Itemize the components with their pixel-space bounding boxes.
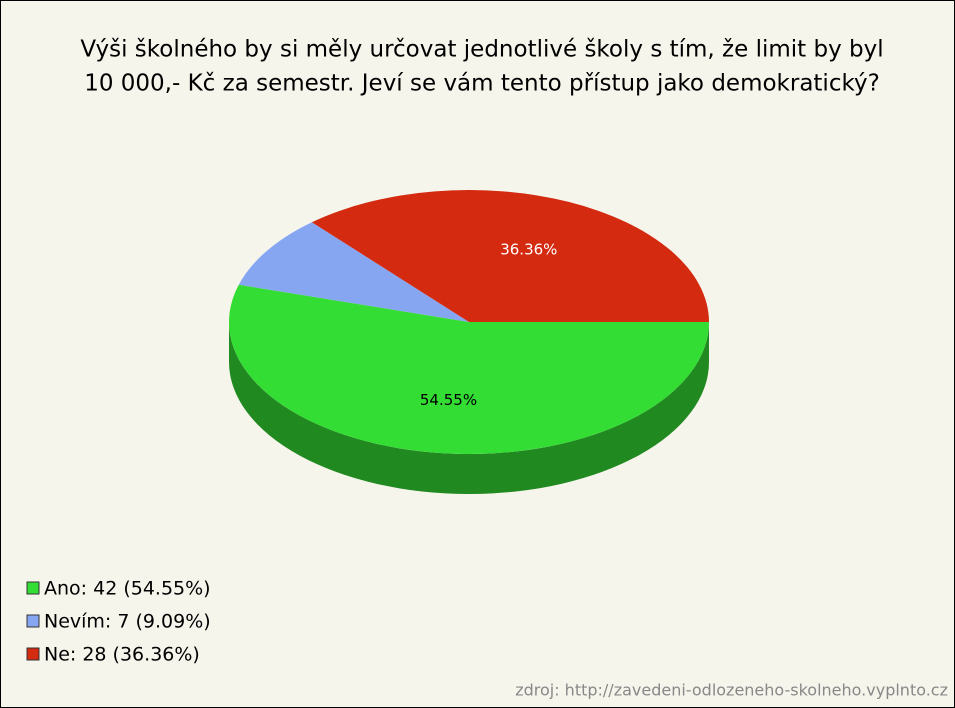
legend-swatch: [26, 614, 40, 628]
legend-swatch: [26, 581, 40, 595]
chart-title: 10 000,- Kč za semestr. Jeví se vám tent…: [84, 71, 880, 97]
chart-title: Výši školného by si měly určovat jednotl…: [80, 37, 883, 63]
slice-label: 36.36%: [500, 240, 557, 258]
pie-slice-side: [229, 322, 709, 494]
legend-label: Ano: 42 (54.55%): [44, 578, 211, 600]
source-note: zdroj: http://zavedeni-odlozeneho-skolne…: [515, 681, 948, 700]
legend-swatch: [26, 647, 40, 661]
legend-label: Nevím: 7 (9.09%): [44, 611, 211, 633]
pie-slice: [229, 284, 709, 454]
pie-slice: [311, 189, 709, 322]
legend-label: Ne: 28 (36.36%): [44, 644, 200, 666]
pie-slice: [238, 222, 469, 322]
slice-label: 54.55%: [420, 391, 477, 409]
